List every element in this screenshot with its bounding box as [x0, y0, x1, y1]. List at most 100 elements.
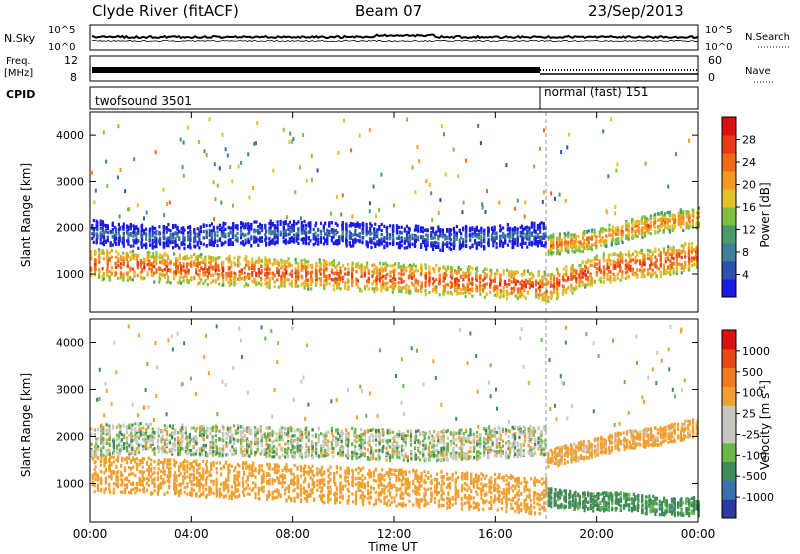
echo-cell [601, 240, 604, 244]
echo-cell [165, 227, 168, 231]
echo-cell [543, 282, 546, 287]
echo-cell [562, 287, 565, 291]
echo-cell [330, 270, 334, 274]
echo-cell [523, 280, 526, 284]
echo-cell [536, 241, 539, 245]
echo-cell [465, 229, 468, 233]
echo-cell [420, 282, 423, 286]
echo-cell [386, 236, 389, 240]
echo-cell [402, 272, 405, 276]
echo-cell [257, 267, 260, 271]
echo-cell [556, 243, 559, 247]
echo-cell [231, 241, 234, 245]
echo-cell [251, 263, 254, 268]
echo-cell [487, 233, 490, 237]
echo-cell [380, 289, 383, 293]
echo-cell [209, 281, 212, 285]
echo-cell [220, 226, 223, 230]
colorbar-segment [722, 261, 736, 280]
echo-cell [679, 215, 683, 219]
echo-cell [482, 269, 485, 273]
echo-cell [193, 260, 196, 264]
echo-cell [386, 233, 389, 237]
echo-cell [281, 273, 284, 278]
echo-cell [565, 291, 568, 295]
echo-cell [695, 220, 698, 225]
echo-cell [445, 273, 448, 277]
echo-cell [684, 255, 687, 259]
echo-cell [104, 455, 107, 459]
echo-cell [199, 241, 202, 245]
echo-cell [115, 255, 118, 259]
echo-cell [565, 279, 568, 283]
echo-cell [631, 270, 634, 274]
echo-cell-sparse [609, 117, 612, 122]
echo-cell [99, 222, 102, 226]
echo-cell [386, 244, 389, 248]
echo-cell [290, 273, 293, 277]
echo-cell [222, 276, 225, 280]
echo-cell-sparse [288, 140, 291, 145]
echo-cell [243, 271, 246, 275]
echo-cell [330, 235, 333, 240]
echo-cell [680, 263, 683, 267]
echo-cell [202, 281, 205, 285]
echo-cell [312, 236, 315, 240]
echo-cell [348, 242, 351, 246]
echo-cell [178, 246, 181, 250]
echo-cell [512, 237, 515, 241]
echo-cell [547, 237, 550, 241]
echo-cell [106, 258, 109, 262]
echo-cell [153, 280, 156, 284]
echo-cell [323, 286, 326, 291]
echo-cell [140, 228, 144, 232]
echo-cell [184, 274, 187, 278]
echo-cell [514, 279, 517, 283]
echo-cell [437, 242, 440, 246]
echo-cell [386, 242, 389, 246]
echo-cell-sparse [119, 168, 122, 172]
echo-cell [523, 288, 526, 293]
echo-cell [240, 236, 243, 240]
echo-cell [108, 483, 111, 488]
echo-cell [641, 235, 644, 239]
echo-cell [643, 221, 647, 225]
echo-cell [442, 275, 445, 279]
echo-cell [376, 230, 379, 234]
echo-cell [175, 269, 178, 273]
echo-cell [268, 279, 271, 283]
echo-cell [651, 262, 654, 266]
echo-cell [102, 239, 106, 243]
echo-cell [295, 234, 298, 239]
echo-cell [204, 273, 207, 277]
echo-cell [361, 241, 364, 245]
echo-cell [370, 224, 373, 228]
echo-cell [154, 245, 157, 249]
echo-cell [556, 271, 559, 275]
echo-cell [369, 229, 372, 233]
echo-cell [274, 225, 277, 229]
echo-cell [302, 224, 305, 228]
echo-cell [345, 227, 348, 232]
echo-cell [634, 271, 637, 275]
echo-cell [108, 487, 111, 491]
echo-cell [677, 222, 680, 226]
echo-cell [90, 255, 93, 259]
echo-cell [386, 225, 389, 229]
echo-cell [213, 234, 216, 238]
echo-cell [376, 240, 379, 244]
echo-cell [405, 266, 408, 270]
echo-cell [403, 240, 406, 244]
echo-cell [98, 250, 101, 255]
echo-cell [513, 290, 516, 294]
echo-cell [541, 298, 544, 302]
echo-cell [206, 283, 209, 287]
echo-cell [458, 238, 461, 242]
echo-cell [376, 274, 379, 278]
echo-cell [238, 270, 241, 274]
echo-cell [487, 241, 490, 245]
echo-cell [684, 263, 687, 267]
echo-cell [282, 221, 285, 226]
echo-cell [202, 236, 205, 240]
echo-cell [599, 268, 602, 273]
